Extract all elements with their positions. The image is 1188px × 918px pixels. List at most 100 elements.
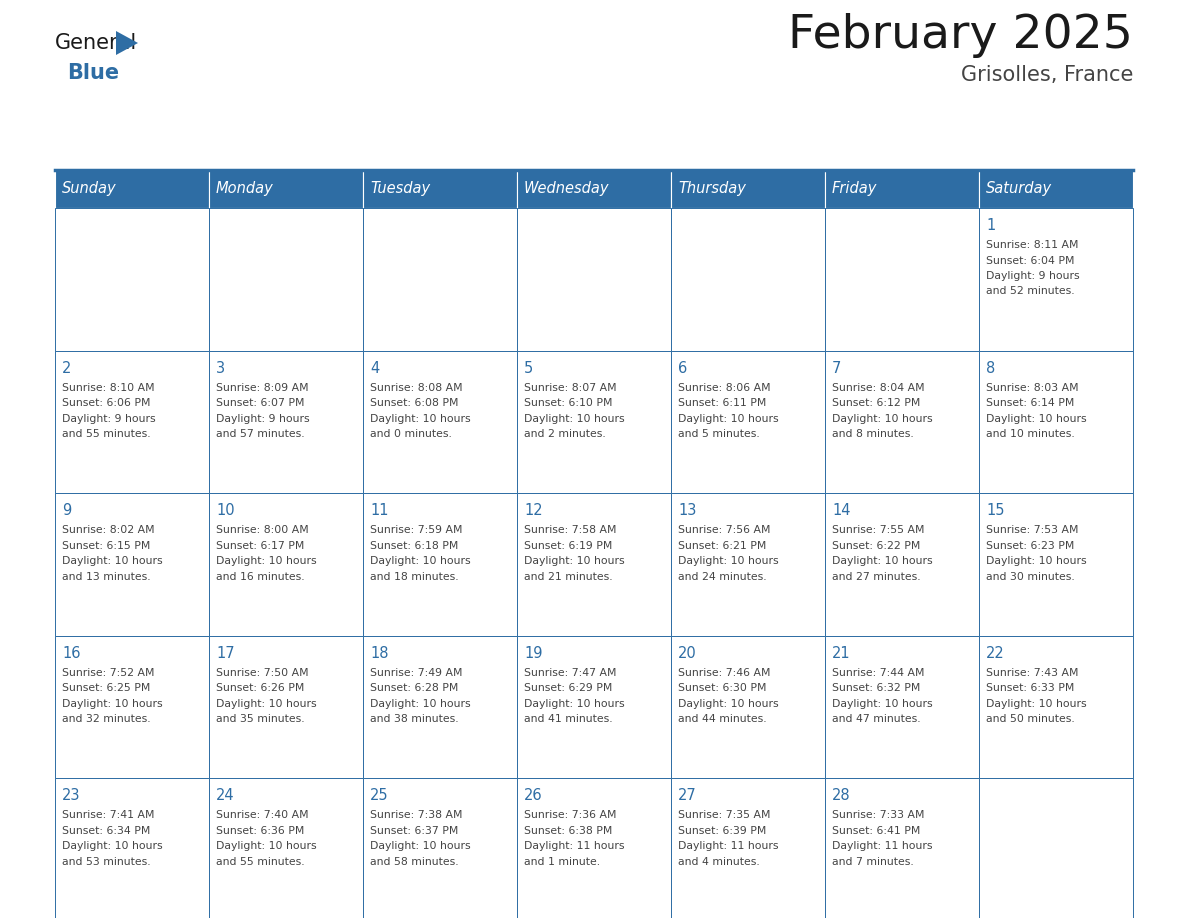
Text: Sunrise: 8:10 AM: Sunrise: 8:10 AM xyxy=(62,383,154,393)
Text: Sunrise: 7:35 AM: Sunrise: 7:35 AM xyxy=(678,811,771,821)
Text: Sunset: 6:28 PM: Sunset: 6:28 PM xyxy=(369,683,459,693)
Text: and 35 minutes.: and 35 minutes. xyxy=(216,714,304,724)
Text: 20: 20 xyxy=(678,645,696,661)
Text: and 32 minutes.: and 32 minutes. xyxy=(62,714,151,724)
Text: Sunrise: 8:04 AM: Sunrise: 8:04 AM xyxy=(832,383,924,393)
Text: Sunrise: 8:02 AM: Sunrise: 8:02 AM xyxy=(62,525,154,535)
Text: 1: 1 xyxy=(986,218,996,233)
Text: Daylight: 11 hours: Daylight: 11 hours xyxy=(678,842,778,851)
Text: and 50 minutes.: and 50 minutes. xyxy=(986,714,1075,724)
Text: and 2 minutes.: and 2 minutes. xyxy=(524,429,606,439)
Text: Sunset: 6:30 PM: Sunset: 6:30 PM xyxy=(678,683,766,693)
Text: Sunrise: 7:44 AM: Sunrise: 7:44 AM xyxy=(832,667,924,677)
Text: Wednesday: Wednesday xyxy=(524,182,609,196)
Text: Daylight: 10 hours: Daylight: 10 hours xyxy=(216,842,317,851)
Bar xyxy=(824,351,979,493)
Text: 18: 18 xyxy=(369,645,388,661)
Text: and 55 minutes.: and 55 minutes. xyxy=(216,856,304,867)
Text: Daylight: 10 hours: Daylight: 10 hours xyxy=(678,699,778,709)
Text: Sunset: 6:34 PM: Sunset: 6:34 PM xyxy=(62,826,151,836)
Text: Daylight: 10 hours: Daylight: 10 hours xyxy=(986,414,1087,423)
Text: Sunset: 6:38 PM: Sunset: 6:38 PM xyxy=(524,826,612,836)
Text: and 53 minutes.: and 53 minutes. xyxy=(62,856,151,867)
Text: and 58 minutes.: and 58 minutes. xyxy=(369,856,459,867)
Text: Daylight: 10 hours: Daylight: 10 hours xyxy=(524,556,625,566)
Text: Sunrise: 7:50 AM: Sunrise: 7:50 AM xyxy=(216,667,309,677)
Text: Sunset: 6:12 PM: Sunset: 6:12 PM xyxy=(832,398,921,409)
Text: Sunset: 6:32 PM: Sunset: 6:32 PM xyxy=(832,683,921,693)
Bar xyxy=(209,208,364,351)
Text: and 5 minutes.: and 5 minutes. xyxy=(678,429,760,439)
Text: Sunrise: 7:33 AM: Sunrise: 7:33 AM xyxy=(832,811,924,821)
Text: Sunset: 6:23 PM: Sunset: 6:23 PM xyxy=(986,541,1074,551)
Bar xyxy=(364,636,517,778)
Text: Sunrise: 8:08 AM: Sunrise: 8:08 AM xyxy=(369,383,462,393)
Text: Sunset: 6:36 PM: Sunset: 6:36 PM xyxy=(216,826,304,836)
Bar xyxy=(517,351,671,493)
Bar xyxy=(55,351,209,493)
Text: and 16 minutes.: and 16 minutes. xyxy=(216,572,304,582)
Text: Sunset: 6:37 PM: Sunset: 6:37 PM xyxy=(369,826,459,836)
Text: Daylight: 11 hours: Daylight: 11 hours xyxy=(832,842,933,851)
Text: Sunset: 6:08 PM: Sunset: 6:08 PM xyxy=(369,398,459,409)
Text: Sunset: 6:39 PM: Sunset: 6:39 PM xyxy=(678,826,766,836)
Text: Sunset: 6:11 PM: Sunset: 6:11 PM xyxy=(678,398,766,409)
Text: Sunset: 6:33 PM: Sunset: 6:33 PM xyxy=(986,683,1074,693)
Text: Sunrise: 8:00 AM: Sunrise: 8:00 AM xyxy=(216,525,309,535)
Bar xyxy=(55,778,209,918)
Bar xyxy=(979,636,1133,778)
Text: Sunset: 6:41 PM: Sunset: 6:41 PM xyxy=(832,826,921,836)
Text: Daylight: 10 hours: Daylight: 10 hours xyxy=(62,842,163,851)
Bar xyxy=(364,493,517,636)
Text: General: General xyxy=(55,33,138,53)
Text: and 10 minutes.: and 10 minutes. xyxy=(986,429,1075,439)
Text: Friday: Friday xyxy=(832,182,878,196)
Text: Daylight: 10 hours: Daylight: 10 hours xyxy=(524,414,625,423)
Text: Blue: Blue xyxy=(67,63,119,83)
Bar xyxy=(671,636,824,778)
Bar xyxy=(517,636,671,778)
Bar xyxy=(55,493,209,636)
Text: Daylight: 10 hours: Daylight: 10 hours xyxy=(62,556,163,566)
Text: 19: 19 xyxy=(524,645,543,661)
Bar xyxy=(979,351,1133,493)
Text: Daylight: 10 hours: Daylight: 10 hours xyxy=(678,556,778,566)
Text: Daylight: 10 hours: Daylight: 10 hours xyxy=(678,414,778,423)
Text: 27: 27 xyxy=(678,789,696,803)
Text: Sunrise: 7:46 AM: Sunrise: 7:46 AM xyxy=(678,667,771,677)
Text: Sunset: 6:07 PM: Sunset: 6:07 PM xyxy=(216,398,304,409)
Bar xyxy=(364,208,517,351)
Bar xyxy=(979,170,1133,208)
Text: Daylight: 10 hours: Daylight: 10 hours xyxy=(832,414,933,423)
Bar xyxy=(517,493,671,636)
Bar xyxy=(671,493,824,636)
Text: and 55 minutes.: and 55 minutes. xyxy=(62,429,151,439)
Text: Daylight: 9 hours: Daylight: 9 hours xyxy=(986,271,1080,281)
Text: Sunrise: 8:06 AM: Sunrise: 8:06 AM xyxy=(678,383,771,393)
Text: 11: 11 xyxy=(369,503,388,518)
Text: Sunset: 6:29 PM: Sunset: 6:29 PM xyxy=(524,683,612,693)
Text: Daylight: 10 hours: Daylight: 10 hours xyxy=(369,699,470,709)
Text: and 7 minutes.: and 7 minutes. xyxy=(832,856,914,867)
Bar xyxy=(979,778,1133,918)
Bar xyxy=(364,351,517,493)
Text: 25: 25 xyxy=(369,789,388,803)
Text: 12: 12 xyxy=(524,503,543,518)
Bar xyxy=(671,170,824,208)
Bar xyxy=(55,636,209,778)
Text: Tuesday: Tuesday xyxy=(369,182,430,196)
Text: Sunset: 6:26 PM: Sunset: 6:26 PM xyxy=(216,683,304,693)
Text: Daylight: 10 hours: Daylight: 10 hours xyxy=(369,842,470,851)
Text: Grisolles, France: Grisolles, France xyxy=(961,65,1133,85)
Text: Daylight: 11 hours: Daylight: 11 hours xyxy=(524,842,625,851)
Text: Sunday: Sunday xyxy=(62,182,116,196)
Text: 26: 26 xyxy=(524,789,543,803)
Bar xyxy=(209,351,364,493)
Text: Sunset: 6:04 PM: Sunset: 6:04 PM xyxy=(986,255,1074,265)
Text: Sunrise: 8:09 AM: Sunrise: 8:09 AM xyxy=(216,383,309,393)
Text: Sunrise: 7:40 AM: Sunrise: 7:40 AM xyxy=(216,811,309,821)
Text: 16: 16 xyxy=(62,645,81,661)
Text: Sunrise: 7:43 AM: Sunrise: 7:43 AM xyxy=(986,667,1079,677)
Text: Saturday: Saturday xyxy=(986,182,1053,196)
Bar xyxy=(517,778,671,918)
